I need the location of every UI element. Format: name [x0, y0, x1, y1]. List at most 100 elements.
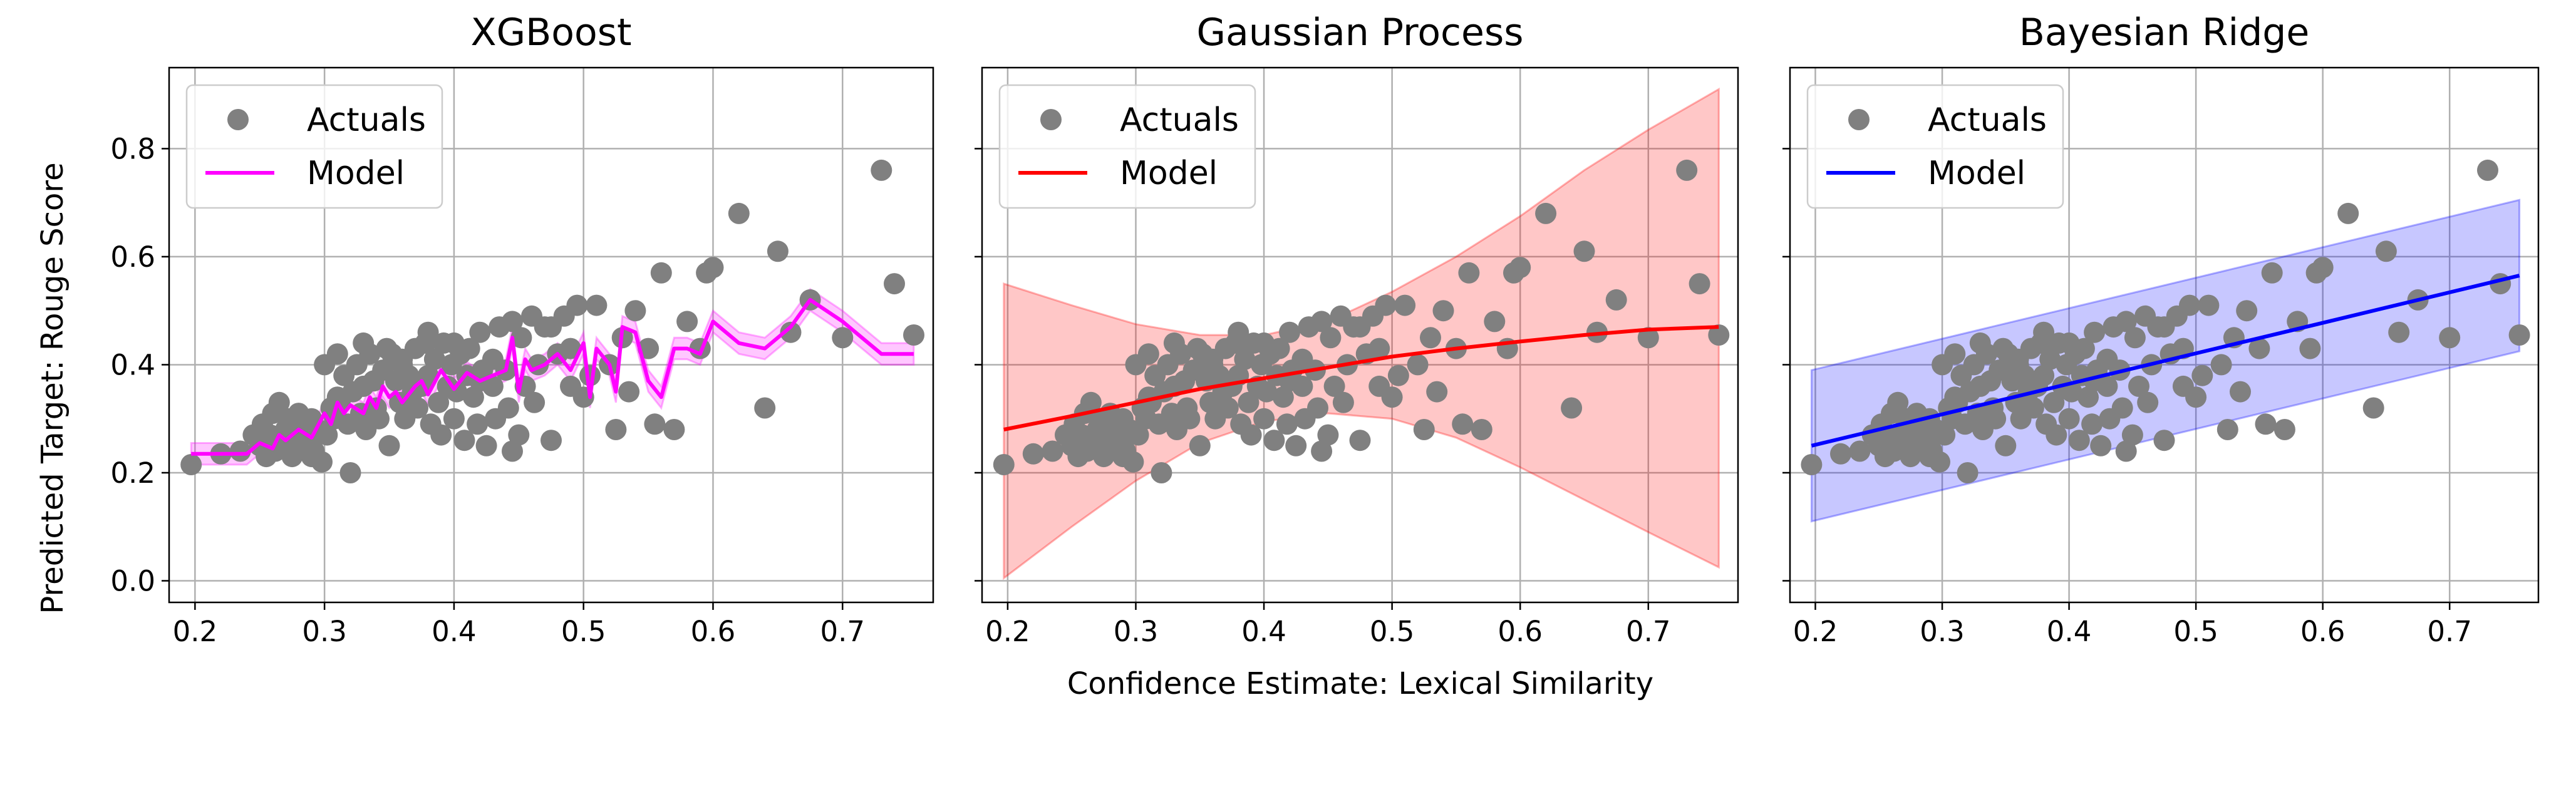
actual-point — [1285, 435, 1307, 456]
legend-model-label: Model — [1120, 155, 1218, 192]
model-line — [191, 297, 914, 456]
actual-point — [1332, 391, 1354, 413]
legend-actuals-marker — [1040, 109, 1062, 130]
actual-point — [560, 338, 581, 359]
actual-point — [2299, 338, 2321, 359]
actual-point — [2124, 327, 2146, 349]
actual-point — [1918, 446, 1940, 468]
actual-point — [689, 338, 711, 359]
actual-point — [268, 391, 290, 413]
actual-point — [650, 262, 672, 284]
actual-point — [1394, 294, 1416, 316]
actual-point — [2115, 440, 2137, 462]
actual-point — [767, 240, 789, 262]
legend-actuals-marker — [227, 109, 249, 130]
actual-point — [469, 321, 491, 343]
y-axis-label: Predicted Target: Rouge Score — [35, 162, 70, 614]
panels: XGBoost 0.2 0.3 0.4 0.5 0.6 0.7 0.0 0.2 0.4 0.6 0.8… — [110, 11, 2540, 648]
actual-point — [1458, 262, 1480, 284]
actual-point — [1605, 289, 1627, 311]
actual-point — [2115, 311, 2137, 333]
actual-point — [1349, 430, 1371, 451]
actual-point — [1080, 391, 1102, 413]
actual-point — [1573, 240, 1595, 262]
actual-point — [510, 327, 532, 349]
actual-point — [353, 375, 375, 397]
actual-point — [1311, 440, 1333, 462]
panel-title: Gaussian Process — [1197, 11, 1524, 54]
actual-point — [644, 413, 666, 435]
actual-point — [2248, 338, 2270, 359]
actual-point — [1349, 316, 1371, 338]
actual-point — [430, 424, 452, 446]
x-tick-label: 0.6 — [691, 615, 736, 648]
actual-point — [443, 408, 465, 430]
panel-1: XGBoost 0.2 0.3 0.4 0.5 0.6 0.7 0.0 0.2 0.4 0.6 0.8… — [110, 11, 934, 648]
actual-point — [1509, 257, 1531, 279]
x-tick-label: 0.3 — [302, 615, 347, 648]
actual-point — [2046, 424, 2067, 446]
actual-point — [1238, 391, 1260, 413]
actual-point — [407, 397, 428, 419]
actual-point — [541, 430, 562, 451]
legend-box — [1806, 84, 2064, 209]
actual-point — [1151, 462, 1172, 483]
x-tick-label: 0.5 — [2173, 615, 2218, 648]
actual-point — [541, 316, 562, 338]
actual-point — [1934, 424, 1956, 446]
actual-point — [2081, 413, 2103, 435]
legend-model-label: Model — [1928, 155, 2025, 192]
actual-point — [2216, 419, 2238, 440]
actual-point — [339, 462, 361, 483]
actual-point — [475, 435, 497, 456]
actual-point — [2179, 294, 2200, 316]
actual-point — [2230, 381, 2251, 403]
actual-point — [871, 159, 892, 181]
x-tick-label: 0.4 — [432, 615, 477, 648]
x-tick-label: 0.2 — [1793, 615, 1838, 648]
actual-point — [1432, 300, 1454, 322]
actual-point — [1407, 354, 1429, 376]
actual-point — [301, 446, 323, 468]
x-tick-label: 0.5 — [561, 615, 606, 648]
actual-point — [1637, 327, 1659, 349]
x-tick-label: 0.2 — [173, 615, 218, 648]
actual-point — [1801, 454, 1823, 475]
actual-point — [1127, 424, 1149, 446]
actual-point — [2090, 435, 2112, 456]
actual-point — [316, 424, 338, 446]
actual-point — [1234, 348, 1256, 370]
actual-point — [508, 424, 530, 446]
x-tick-label: 0.6 — [2300, 615, 2346, 648]
actual-point — [359, 343, 381, 365]
legend-actuals-marker — [1848, 109, 1870, 130]
actual-point — [1849, 440, 1871, 462]
actual-point — [676, 311, 698, 333]
actual-point — [702, 257, 724, 279]
actual-point — [1272, 386, 1294, 408]
actual-point — [2388, 321, 2410, 343]
actual-point — [1042, 440, 1063, 462]
panel-title: Bayesian Ridge — [2019, 11, 2310, 54]
actual-point — [586, 294, 608, 316]
actual-point — [1413, 419, 1435, 440]
actual-point — [2068, 430, 2090, 451]
actual-point — [423, 348, 445, 370]
actual-point — [2137, 391, 2159, 413]
actual-point — [1317, 424, 1339, 446]
actual-point — [1170, 343, 1192, 365]
actual-point — [428, 391, 450, 413]
actual-point — [2058, 332, 2080, 354]
actual-point — [2508, 324, 2530, 346]
actual-point — [2375, 240, 2397, 262]
actual-point — [2022, 397, 2044, 419]
actual-point — [1944, 386, 1966, 408]
actual-point — [903, 324, 924, 346]
actual-point — [2185, 386, 2207, 408]
actual-point — [1975, 343, 1997, 365]
actual-point — [566, 294, 588, 316]
actual-point — [1985, 408, 2007, 430]
y-tick-label: 0.6 — [110, 240, 155, 274]
actual-point — [2039, 348, 2061, 370]
